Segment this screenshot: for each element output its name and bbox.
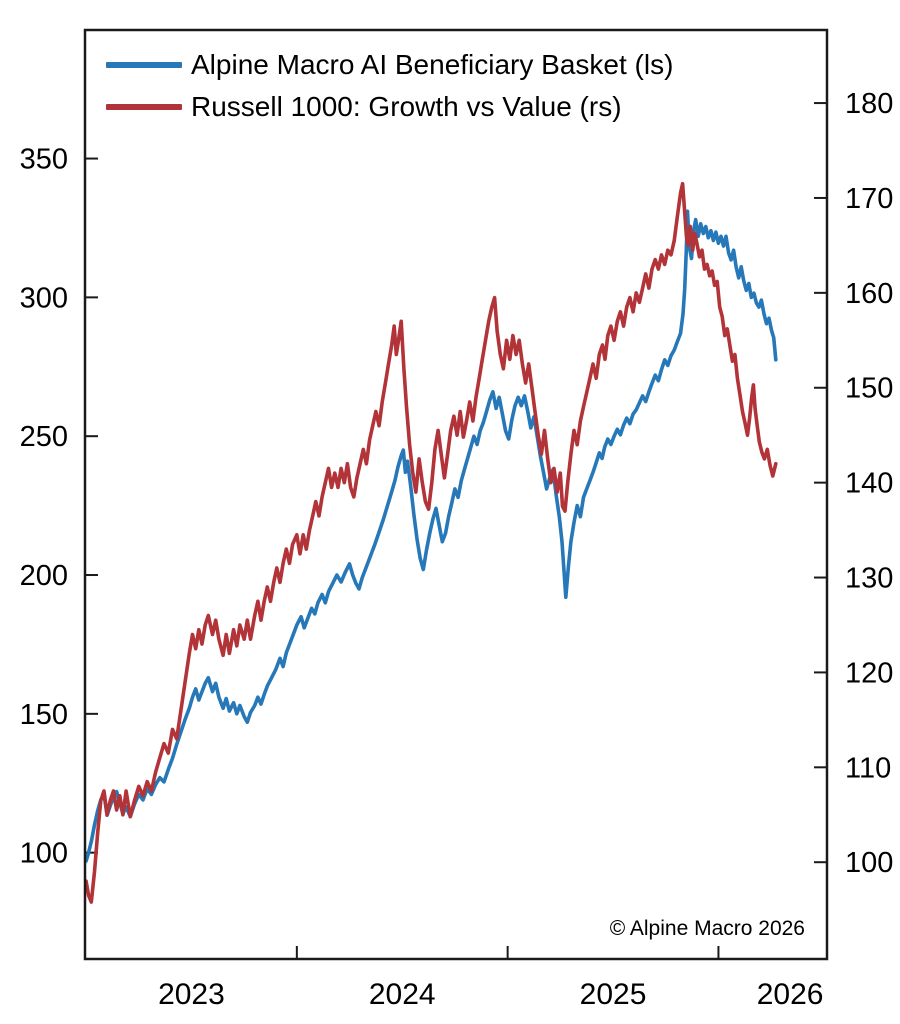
right-axis-tick-label: 150: [845, 373, 893, 405]
series-line-ai-beneficiary-basket: [84, 209, 778, 863]
x-axis-year-label: 2026: [757, 978, 824, 1011]
left-axis-tick-label: 250: [20, 421, 68, 453]
legend-label-russell: Russell 1000: Growth vs Value (rs): [191, 90, 622, 122]
legend-swatch-blue-line: [106, 61, 182, 68]
right-axis-tick-label: 140: [845, 468, 893, 500]
left-axis-tick-label: 150: [20, 699, 68, 731]
left-axis-tick-label: 300: [20, 282, 68, 314]
x-axis-year-label: 2025: [580, 978, 647, 1011]
right-axis-tick-label: 120: [845, 657, 893, 689]
legend-swatch-red-line: [106, 103, 182, 110]
plot-border: [83, 28, 829, 961]
right-axis-tick-label: 110: [845, 752, 891, 784]
left-axis-tick-label: 200: [20, 560, 68, 592]
chart-legend: Alpine Macro AI Beneficiary Basket (ls) …: [106, 46, 673, 125]
x-axis-year-label: 2024: [369, 978, 436, 1011]
legend-item-russell: Russell 1000: Growth vs Value (rs): [106, 88, 673, 125]
right-axis-tick-label: 130: [845, 563, 893, 595]
copyright-notice: © Alpine Macro 2026: [609, 917, 805, 940]
left-axis-tick-label: 350: [20, 144, 68, 176]
legend-item-ai-basket: Alpine Macro AI Beneficiary Basket (ls): [106, 46, 673, 83]
right-axis-tick-label: 170: [845, 183, 893, 215]
right-axis-tick-label: 100: [845, 847, 893, 879]
right-axis-tick-label: 160: [845, 278, 893, 310]
left-axis-tick-label: 100: [20, 838, 68, 870]
legend-label-ai-basket: Alpine Macro AI Beneficiary Basket (ls): [191, 48, 674, 80]
x-axis-year-label: 2023: [158, 978, 225, 1011]
right-axis-tick-label: 180: [845, 88, 893, 120]
series-line-russell-growth-vs-value: [84, 181, 778, 904]
